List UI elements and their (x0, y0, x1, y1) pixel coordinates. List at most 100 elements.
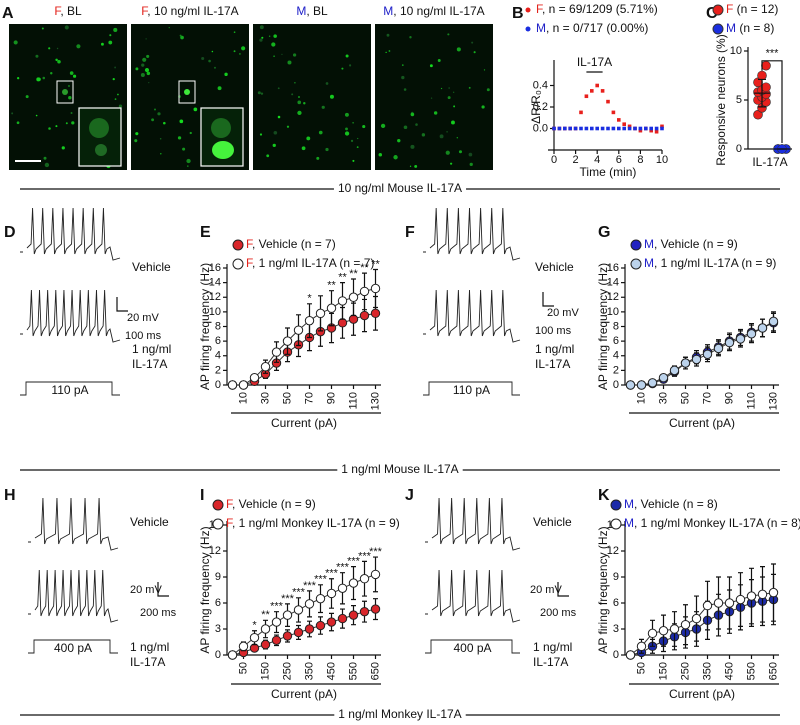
cell (437, 59, 441, 62)
cell (65, 122, 68, 125)
point (249, 632, 260, 643)
x-tick-label: 550 (347, 662, 359, 680)
point (636, 380, 647, 390)
point (691, 613, 702, 624)
cell (292, 53, 297, 57)
cell (468, 152, 473, 157)
x-tick-label: 150 (259, 662, 271, 680)
point (768, 316, 779, 327)
trace (425, 497, 521, 551)
cell (72, 74, 77, 78)
point (249, 372, 260, 383)
point (660, 126, 664, 131)
image-caption: M, BL (296, 4, 328, 18)
cell (385, 51, 387, 54)
point (359, 606, 370, 617)
x-tick-label: 0 (551, 154, 557, 166)
cell (301, 146, 306, 151)
cell (186, 158, 191, 164)
y-tick-label: 9 (613, 571, 619, 583)
cell (415, 123, 418, 126)
scale-label: 20 mV (130, 584, 162, 596)
point (622, 122, 626, 126)
cell (114, 98, 117, 100)
point (647, 628, 658, 639)
legend-marker (630, 258, 642, 270)
trace (423, 207, 521, 261)
scale-label: 200 ms (140, 607, 177, 619)
x-tick-label: 70 (303, 392, 315, 404)
x-tick-label: 8 (637, 154, 643, 166)
panel-label: A (2, 5, 14, 22)
point (680, 619, 691, 630)
cell (101, 42, 104, 46)
significance: ** (327, 280, 336, 292)
trace-label: Vehicle (130, 515, 169, 529)
point (337, 296, 348, 306)
significance: *** (325, 568, 339, 580)
y-tick-label: 0 (215, 379, 221, 391)
point (617, 118, 621, 122)
cell (69, 71, 74, 75)
cell (13, 40, 18, 45)
cell (316, 156, 320, 160)
cell (159, 138, 162, 140)
cell (401, 64, 404, 66)
legend-marker (232, 258, 244, 270)
point (649, 128, 653, 133)
y-tick-label: 4 (215, 350, 221, 362)
y-tick-label: 2 (613, 364, 619, 376)
x-tick-label: 50 (237, 662, 249, 674)
section-label: 10 ng/ml Mouse IL-17A (338, 181, 462, 195)
x-tick-label: 50 (281, 392, 293, 404)
cell (451, 120, 455, 125)
cell (329, 94, 334, 99)
x-axis-label: Time (min) (580, 165, 637, 179)
stimulus (20, 381, 120, 396)
point (627, 126, 632, 131)
y-tick-label: 16 (607, 262, 619, 274)
y-tick-label: 2 (215, 364, 221, 376)
x-tick-label: 350 (303, 662, 315, 680)
legend-marker (212, 499, 224, 511)
panel-label: K (598, 487, 610, 504)
legend-marker (232, 239, 244, 251)
significance: ** (360, 262, 369, 274)
trace-label: Vehicle (132, 260, 171, 274)
cell (168, 26, 170, 29)
x-tick-label: 450 (325, 662, 337, 680)
point (579, 110, 583, 115)
x-tick-label: 2 (573, 154, 579, 166)
cell (409, 36, 412, 39)
cell (233, 50, 236, 53)
x-tick-label: 4 (594, 154, 600, 166)
point (260, 639, 271, 650)
cell (201, 56, 205, 61)
trace-label: IL-17A (533, 655, 568, 669)
cell (362, 125, 366, 129)
y-tick-label: 0.4 (533, 79, 548, 91)
cell (259, 133, 263, 136)
point (757, 70, 767, 81)
y-tick-label: 3 (613, 623, 619, 635)
x-tick-label: 150 (657, 662, 669, 680)
point (746, 591, 757, 601)
cell (345, 54, 349, 58)
legend-label: F, 1 ng/ml Monkey IL-17A (n = 9) (226, 516, 400, 530)
caption-group: F (141, 4, 148, 18)
cell (341, 67, 344, 70)
point (638, 126, 643, 131)
legend-group: F (726, 2, 733, 16)
x-axis-label: Current (pA) (271, 687, 337, 701)
point (757, 589, 768, 600)
trace (20, 289, 121, 343)
scale-label: 100 ms (535, 325, 572, 337)
point (702, 349, 713, 359)
roi-box (56, 80, 74, 104)
y-tick-label: 5 (736, 94, 742, 106)
cell (297, 110, 302, 116)
legend-label: M (n = 8) (726, 21, 774, 35)
point (658, 372, 669, 383)
cell (55, 125, 58, 128)
